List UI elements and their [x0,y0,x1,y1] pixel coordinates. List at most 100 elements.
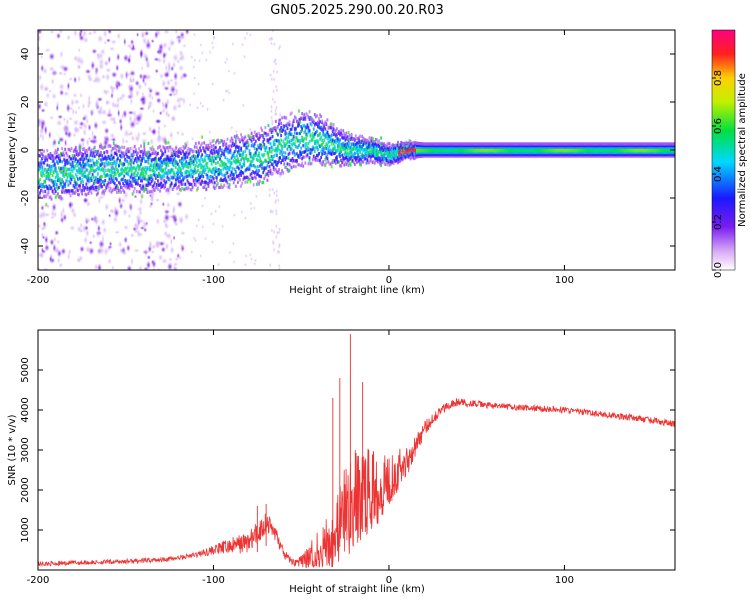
spectrogram-ridge-cell [480,147,483,151]
spectrogram-ridge-cell [113,187,116,191]
spectrogram-noise-cell [270,119,274,125]
spectrogram-ridge-cell [182,150,185,154]
spectrogram-ridge-cell [471,151,474,155]
spectrogram-ridge-cell [267,152,270,156]
spectrogram-ridge-cell [79,161,81,165]
spectrogram-ridge-cell [427,149,430,153]
spectrogram-ridge-cell [253,152,256,156]
spectrogram-ridge-cell [67,147,70,151]
spectrogram-ridge-cell [431,149,434,153]
spectrogram-ridge-cell [469,151,472,155]
spectrogram-noise-cell [248,32,252,38]
spectrogram-ridge-cell [219,171,221,175]
spectrogram-ridge-cell [380,143,383,147]
spectrogram-ridge-cell [233,177,236,181]
spectrogram-ridge-cell [338,142,340,146]
spectrogram-ridge-cell [560,142,563,146]
spectrogram-ridge-cell [384,146,387,150]
spectrogram-ridge-cell [303,117,306,121]
spectrogram-ridge-cell [298,132,300,136]
spectrogram-noise-cell [225,57,229,62]
spectrogram-ridge-cell [127,170,130,174]
spectrogram-noise-cell [176,200,183,208]
spectrogram-ridge-cell [509,152,512,156]
spectrogram-ridge-cell [109,173,112,177]
spectrogram-ridge-cell [524,151,527,155]
spectrogram-ridge-cell [550,144,553,148]
spectrogram-ridge-cell [212,159,215,163]
spectrogram-ridge-cell [333,132,336,136]
spectrogram-ridge-cell [74,173,77,177]
spectrogram-ridge-cell [87,191,90,196]
spectrogram-ridge-cell [425,152,428,156]
spectrogram-ridge-cell [308,128,311,133]
spectrogram-noise-cell [243,54,246,59]
spectrogram-ridge-cell [353,162,356,166]
spectrogram-ridge-cell [40,160,42,164]
spectrogram-ridge-cell [311,119,314,123]
spectrogram-ridge-cell [561,149,564,153]
spectrogram-ridge-cell [361,146,364,150]
spectrogram-noise-cell [243,35,247,41]
spectrogram-ridge-cell [65,191,68,195]
spectrogram-ridge-cell [357,144,359,148]
spectrogram-noise-cell [104,202,110,212]
spectrogram-ridge-cell [281,147,284,151]
spectrogram-ridge-cell [410,155,413,160]
spectrogram-ridge-cell [300,163,303,168]
spectrogram-ridge-cell [564,145,567,149]
spectrogram-noise-cell [77,124,85,131]
spectrogram-ridge-cell [179,170,181,174]
spectrogram-ridge-cell [249,160,252,164]
spectrogram-ridge-cell [103,156,106,161]
spectrogram-noise-cell [66,81,71,91]
spectrogram-ridge-cell [166,156,169,160]
spectrogram-ridge-cell [45,171,48,175]
spectrogram-ridge-cell [184,145,187,149]
spectrogram-ridge-cell [200,166,202,170]
spectrogram-ridge-cell [88,187,91,191]
spectrogram-ridge-cell [291,151,294,155]
spectrogram-ridge-cell [55,160,58,164]
spectrogram-ridge-cell [188,151,191,155]
spectrogram-ridge-cell [69,194,72,198]
spectrogram-ridge-cell [257,136,259,140]
spectrogram-ridge-cell [87,173,90,177]
spectrogram-ridge-cell [308,139,311,144]
spectrogram-noise-cell [271,30,275,34]
spectrogram-noise-cell [42,85,50,93]
spectrogram-ridge-cell [86,168,89,172]
spectrogram-ridge-cell [413,144,416,148]
spectrogram-ridge-cell [531,154,534,158]
spectrogram-ridge-cell [195,188,198,192]
spectrogram-ridge-cell [433,149,436,153]
spectrogram-ridge-cell [309,133,312,137]
spectrogram-ridge-cell [53,167,56,171]
spectrogram-ridge-cell [181,182,184,186]
spectrogram-ridge-cell [411,141,414,145]
spectrogram-ridge-cell [62,185,65,189]
spectrogram-ridge-cell [367,145,370,149]
spectrogram-ridge-cell [106,163,109,167]
spectrogram-ridge-cell [572,144,575,148]
spectrogram-ridge-cell [535,151,537,155]
spectrogram-ridge-cell [81,154,84,158]
spectrogram-ridge-cell [320,143,323,147]
spectrogram-ridge-cell [283,162,286,166]
spectrogram-ridge-cell [124,157,127,161]
spectrogram-ridge-cell [309,122,312,126]
spectrogram-ridge-cell [54,195,57,199]
spectrogram-ridge-cell [225,163,228,167]
spectrogram-ridge-cell [71,189,74,193]
spectrogram-ridge-cell [439,154,442,158]
spectrogram-ridge-cell [151,189,154,194]
spectrogram-ridge-cell [359,144,361,148]
spectrogram-ridge-cell [97,161,99,165]
spectrogram-ridge-cell [530,154,533,158]
spectrogram-ridge-cell [103,182,106,186]
spectrogram-ridge-cell [549,144,552,148]
spectrogram-ridge-cell [257,154,259,158]
spectrogram-noise-cell [136,228,141,239]
spectrogram-ridge-cell [328,149,331,153]
spectrogram-ridge-cell [110,190,113,194]
